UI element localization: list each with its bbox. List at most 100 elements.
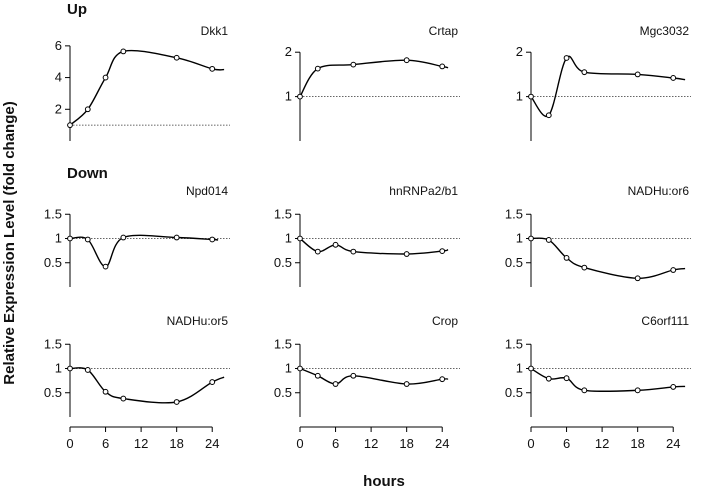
data-point	[67, 235, 73, 242]
panel-label-crtap: Crtap	[429, 24, 459, 38]
x-tick-label: 24	[205, 436, 219, 451]
panel-label-nadhu-or6: NADHu:or6	[628, 184, 690, 198]
data-point	[173, 234, 180, 241]
x-tick-label: 0	[527, 436, 534, 451]
y-tick-label: 4	[55, 70, 62, 85]
data-point	[439, 63, 446, 70]
y-tick-label: 1	[285, 231, 292, 246]
section-title-down: Down	[67, 165, 108, 182]
y-tick-label: 1	[516, 89, 523, 104]
data-point	[563, 255, 570, 261]
x-tick-label: 12	[595, 436, 609, 451]
data-point	[670, 384, 677, 390]
x-tick-label: 12	[134, 436, 148, 451]
data-point	[209, 65, 216, 72]
series-line	[299, 59, 449, 97]
y-tick-label: 1.5	[505, 336, 523, 351]
y-tick-label: 1.5	[44, 206, 62, 221]
data-point	[545, 375, 552, 382]
data-point	[84, 236, 91, 243]
data-point	[314, 372, 321, 379]
data-point	[634, 71, 641, 78]
panel-label-crop: Crop	[432, 314, 458, 328]
small-multiples: 246Dkk112Crtap12Mgc30320.511.5Npd0140.51…	[44, 24, 691, 451]
y-tick-label: 1	[55, 361, 62, 376]
y-tick-label: 1	[285, 361, 292, 376]
data-point	[350, 248, 357, 255]
y-tick-label: 1.5	[505, 206, 523, 221]
chart-panel-5: 0.5 1 1.5 hnRNPa2/b1	[274, 184, 460, 287]
data-point	[634, 387, 641, 394]
data-point	[350, 61, 357, 68]
x-tick-label: 6	[102, 436, 109, 451]
x-axis-label: hours	[363, 473, 405, 490]
data-point	[528, 235, 534, 242]
data-point	[173, 54, 180, 61]
x-tick-label: 6	[332, 436, 339, 451]
data-point	[120, 234, 127, 241]
panel-label-hnrnpa2-b1: hnRNPa2/b1	[389, 184, 458, 198]
data-point	[581, 264, 588, 271]
y-axis-label: Relative Expression Level (fold change)	[1, 101, 18, 384]
chart-panel-7: 0.5 1 1.5 0 6 12 18 24 NADHu:or5	[44, 314, 230, 451]
chart-panel-1: 2 4 6 Dkk1	[55, 24, 230, 141]
y-tick-label: 1.5	[44, 336, 62, 351]
x-tick-label: 18	[630, 436, 644, 451]
data-point	[173, 399, 180, 405]
y-tick-label: 1	[285, 89, 292, 104]
data-point	[209, 236, 216, 243]
data-point	[84, 367, 91, 373]
data-point	[67, 365, 73, 372]
data-point	[670, 75, 677, 81]
chart-panel-4: 0.5 1 1.5 Npd014	[44, 184, 230, 287]
data-point	[528, 93, 534, 100]
y-tick-label: 2	[285, 44, 292, 59]
data-point	[67, 122, 73, 129]
series-line	[530, 55, 686, 118]
x-tick-label: 18	[399, 436, 413, 451]
x-tick-label: 24	[435, 436, 449, 451]
data-point	[120, 395, 127, 402]
y-tick-label: 1	[516, 231, 523, 246]
panel-label-nadhu-or5: NADHu:or5	[167, 314, 229, 328]
data-point	[314, 248, 321, 255]
y-tick-label: 1	[516, 361, 523, 376]
data-point	[634, 275, 641, 282]
data-point	[332, 241, 339, 248]
chart-panel-8: 0.5 1 1.5 0 6 12 18 24 Crop	[274, 314, 460, 451]
data-point	[314, 65, 321, 72]
chart-panel-6: 0.5 1 1.5 NADHu:or6	[505, 184, 691, 287]
data-point	[297, 365, 303, 372]
chart-panel-9: 0.5 1 1.5 0 6 12 18 24 C6orf111	[505, 314, 691, 451]
y-tick-label: 1.5	[274, 206, 292, 221]
section-title-up: Up	[67, 1, 87, 18]
data-point	[403, 57, 410, 64]
x-tick-label: 18	[169, 436, 183, 451]
data-point	[563, 55, 570, 61]
series-line	[530, 367, 686, 393]
data-point	[102, 263, 109, 270]
x-tick-label: 0	[296, 436, 303, 451]
x-tick-label: 6	[563, 436, 570, 451]
x-tick-label: 12	[364, 436, 378, 451]
y-tick-label: 1	[55, 231, 62, 246]
panel-label-c6orf111: C6orf111	[641, 314, 689, 328]
y-tick-label: 0.5	[274, 255, 292, 270]
data-point	[84, 106, 91, 113]
data-point	[403, 251, 410, 257]
data-point	[581, 69, 588, 76]
x-tick-label: 24	[666, 436, 680, 451]
data-point	[209, 379, 216, 385]
data-point	[528, 365, 534, 372]
data-point	[439, 248, 446, 255]
y-tick-label: 0.5	[505, 255, 523, 270]
panel-label-mgc3032: Mgc3032	[640, 24, 690, 38]
y-tick-label: 1.5	[274, 336, 292, 351]
series-line	[69, 367, 225, 404]
data-point	[670, 267, 677, 273]
x-tick-label: 0	[66, 436, 73, 451]
data-point	[297, 235, 303, 242]
data-point	[102, 74, 109, 81]
data-point	[102, 388, 109, 395]
